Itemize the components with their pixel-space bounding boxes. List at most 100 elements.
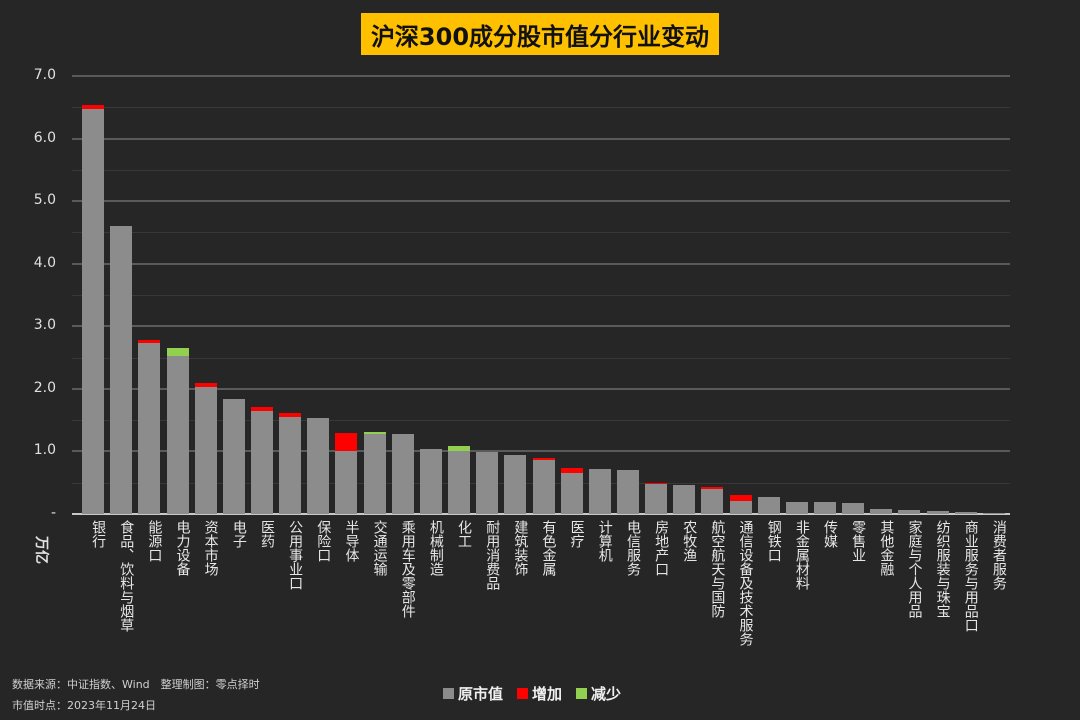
bar <box>194 382 217 514</box>
bar <box>279 413 302 514</box>
x-category-label: 电信服务 <box>624 520 641 576</box>
bar <box>785 502 808 514</box>
bar <box>701 487 724 514</box>
x-category-label: 非金属材料 <box>793 520 810 590</box>
bar-segment-original <box>335 450 358 514</box>
bar-segment-increase <box>250 407 273 411</box>
x-category-label: 钢铁口 <box>765 520 782 562</box>
gridline <box>72 295 1010 296</box>
bar <box>954 512 977 514</box>
bar-segment-original <box>532 460 555 514</box>
legend-swatch-decrease <box>576 688 588 699</box>
bar-segment-original <box>448 450 471 514</box>
bar <box>842 503 865 514</box>
bar-segment-original <box>560 473 583 514</box>
chart-title-box: 沪深300成分股市值分行业变动 <box>361 13 719 55</box>
bar-segment-original <box>588 468 611 514</box>
y-tick-label: - <box>50 505 56 521</box>
bar <box>391 433 414 514</box>
bar-segment-increase <box>279 413 302 417</box>
bar-segment-original <box>391 433 414 514</box>
x-category-label: 半导体 <box>343 520 360 562</box>
bar <box>926 510 949 514</box>
x-category-label: 交通运输 <box>371 520 388 576</box>
bar-segment-original <box>476 452 499 514</box>
bar <box>166 348 189 514</box>
bar <box>138 340 161 514</box>
bar <box>419 448 442 514</box>
x-category-label: 能源口 <box>146 520 163 562</box>
gridline <box>72 262 1010 265</box>
gridline <box>72 107 1010 109</box>
bar <box>250 407 273 514</box>
bar <box>448 446 471 514</box>
bar-segment-original <box>222 398 245 514</box>
bar <box>560 467 583 514</box>
legend-swatch-original <box>443 688 454 699</box>
x-category-label: 零售业 <box>850 520 867 562</box>
x-axis-line <box>72 513 1010 515</box>
bar-segment-increase <box>194 382 217 387</box>
bar-segment-original <box>110 226 133 514</box>
bar-segment-original <box>250 410 273 514</box>
bar <box>476 452 499 514</box>
chart-title: 沪深300成分股市值分行业变动 <box>370 22 710 51</box>
gridline <box>72 325 1010 328</box>
y-tick-label: 3.0 <box>33 317 56 334</box>
legend-swatch-increase <box>517 688 529 699</box>
footer-date: 市值时点：2023年11月24日 <box>12 699 156 712</box>
bar <box>335 433 358 514</box>
bar-segment-increase <box>532 458 555 461</box>
bar <box>110 226 133 514</box>
x-category-label: 公用事业口 <box>287 520 304 590</box>
gridline <box>72 450 1010 453</box>
bar <box>222 398 245 514</box>
bar-segment-original <box>729 500 752 514</box>
gridline <box>72 420 1010 422</box>
bar-segment-original <box>785 502 808 514</box>
bar-segment-increase <box>335 433 358 451</box>
y-tick-label: 7.0 <box>33 67 56 83</box>
y-tick-label: 6.0 <box>33 129 56 146</box>
x-category-label: 化工 <box>456 520 473 548</box>
x-category-label: 资本市场 <box>202 520 219 576</box>
x-category-label: 保险口 <box>315 520 332 562</box>
bar-segment-decrease <box>363 432 386 434</box>
x-category-label: 商业服务与用品口 <box>962 520 979 632</box>
legend-label-decrease: 减少 <box>591 685 622 703</box>
gridline <box>72 200 1010 203</box>
x-category-label: 航空航天与国防 <box>709 520 726 618</box>
bar-segment-original <box>898 509 921 514</box>
bar <box>982 512 1005 514</box>
gridline <box>72 357 1010 359</box>
x-category-label: 银行 <box>90 520 107 548</box>
bar-segment-decrease <box>166 348 189 357</box>
legend-item-decrease: 减少 <box>576 683 621 704</box>
bar <box>363 432 386 514</box>
bar-segment-original <box>701 488 724 514</box>
gridline <box>72 232 1010 234</box>
bar <box>532 458 555 514</box>
gridline <box>72 169 1010 171</box>
bar <box>616 470 639 514</box>
y-tick-label: 4.0 <box>33 254 56 271</box>
y-tick-label: 5.0 <box>33 192 56 209</box>
legend-item-original: 原市值 <box>443 683 503 704</box>
gridline <box>72 137 1010 140</box>
y-tick-label: 2.0 <box>33 379 56 396</box>
x-category-label: 医药 <box>258 520 275 548</box>
legend: 原市值 增加 减少 <box>443 683 621 704</box>
bar-segment-original <box>645 483 668 514</box>
bar-segment-original <box>757 497 780 514</box>
bar-segment-increase <box>701 487 724 489</box>
legend-label-original: 原市值 <box>458 685 504 703</box>
bar-segment-original <box>307 418 330 514</box>
x-category-label: 传媒 <box>822 520 838 548</box>
x-category-label: 电子 <box>230 520 247 548</box>
bar-segment-increase <box>82 105 105 110</box>
bar <box>898 509 921 514</box>
x-category-label: 建筑装饰 <box>512 520 529 576</box>
bar-segment-increase <box>645 482 668 484</box>
x-category-label: 机械制造 <box>427 520 444 576</box>
bar-segment-original <box>954 512 977 514</box>
